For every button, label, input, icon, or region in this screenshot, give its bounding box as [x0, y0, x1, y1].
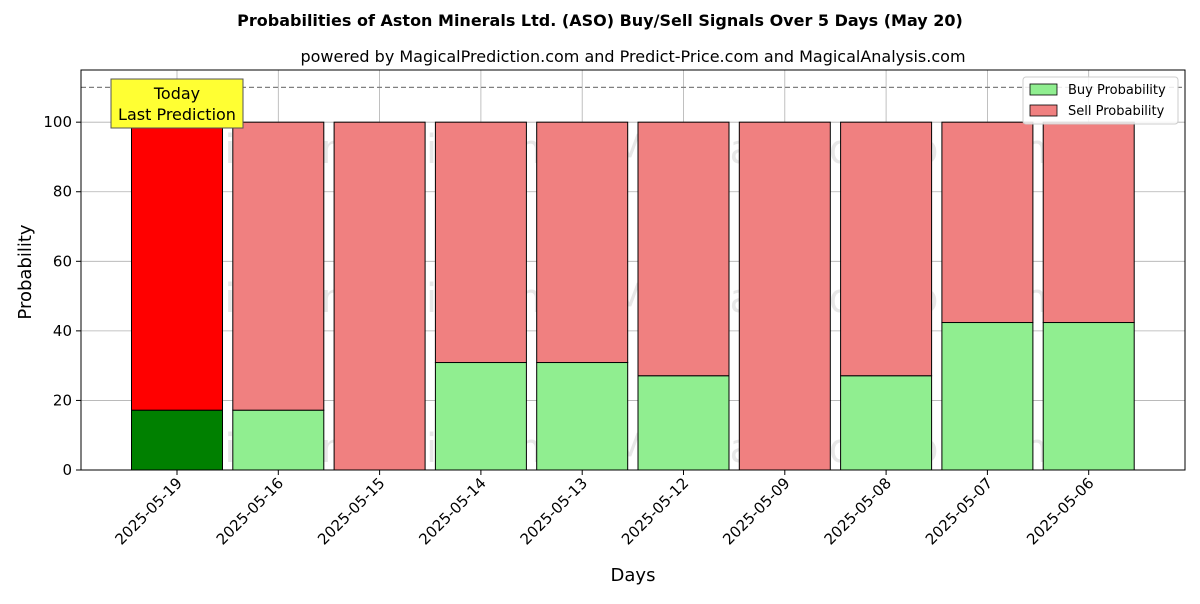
x-axis-title: Days: [611, 565, 656, 586]
x-tick-label: 2025-05-19: [111, 474, 185, 548]
x-tick-label: 2025-05-08: [821, 474, 895, 548]
bar-buy: [434, 362, 527, 471]
bar-sell: [637, 121, 730, 377]
bar-buy: [941, 322, 1034, 471]
y-tick-label: 40: [53, 322, 72, 340]
legend-label: Sell Probability: [1068, 104, 1165, 119]
y-tick-label: 100: [43, 113, 72, 131]
x-tick-label: 2025-05-16: [213, 474, 287, 548]
bars-layer: [131, 121, 1135, 471]
legend-box: [1022, 76, 1179, 125]
bar-sell: [536, 121, 629, 364]
bar-sell: [131, 121, 223, 411]
bar-sell: [840, 121, 933, 377]
bar-buy: [840, 375, 933, 471]
y-tick-label: 0: [62, 461, 72, 479]
x-tick-label: 2025-05-15: [314, 474, 388, 548]
legend: Buy Probability Sell Probability: [1022, 76, 1179, 125]
annotation-line-1: Today: [153, 84, 200, 103]
x-tick-label: 2025-05-06: [1023, 474, 1097, 548]
y-tick-label: 20: [53, 391, 72, 409]
bar-sell: [941, 121, 1034, 324]
annotation-line-2: Last Prediction: [118, 105, 236, 124]
bar-buy: [637, 375, 730, 471]
legend-swatch: [1029, 83, 1058, 96]
chart-subtitle: powered by MagicalPrediction.com and Pre…: [300, 47, 965, 66]
bar-buy: [232, 409, 325, 471]
chart-title: Probabilities of Aston Minerals Ltd. (AS…: [237, 11, 963, 30]
bar-buy: [536, 362, 629, 471]
x-tick-label: 2025-05-14: [415, 474, 489, 548]
x-tick-label: 2025-05-09: [719, 474, 793, 548]
bar-sell: [1042, 121, 1135, 324]
bar-sell: [232, 121, 325, 411]
x-tick-label: 2025-05-12: [618, 474, 692, 548]
bar-buy: [1042, 322, 1135, 471]
y-axis: 0 20 40 60 80 100: [43, 113, 81, 479]
y-tick-label: 80: [53, 183, 72, 201]
today-annotation: Today Last Prediction: [110, 78, 244, 129]
x-tick-label: 2025-05-07: [922, 474, 996, 548]
plot-frame: [80, 69, 1186, 471]
bar-sell: [333, 121, 426, 471]
y-tick-label: 60: [53, 252, 72, 270]
x-tick-label: 2025-05-13: [517, 474, 591, 548]
bar-buy: [131, 409, 223, 471]
bar-sell: [434, 121, 527, 364]
annotation-box: [110, 78, 244, 129]
y-axis-title: Probability: [15, 224, 36, 319]
bar-sell: [738, 121, 831, 471]
legend-label: Buy Probability: [1068, 83, 1166, 98]
legend-swatch: [1029, 104, 1058, 117]
x-axis: 2025-05-19 2025-05-16 2025-05-15 2025-05-14…: [111, 470, 1098, 548]
